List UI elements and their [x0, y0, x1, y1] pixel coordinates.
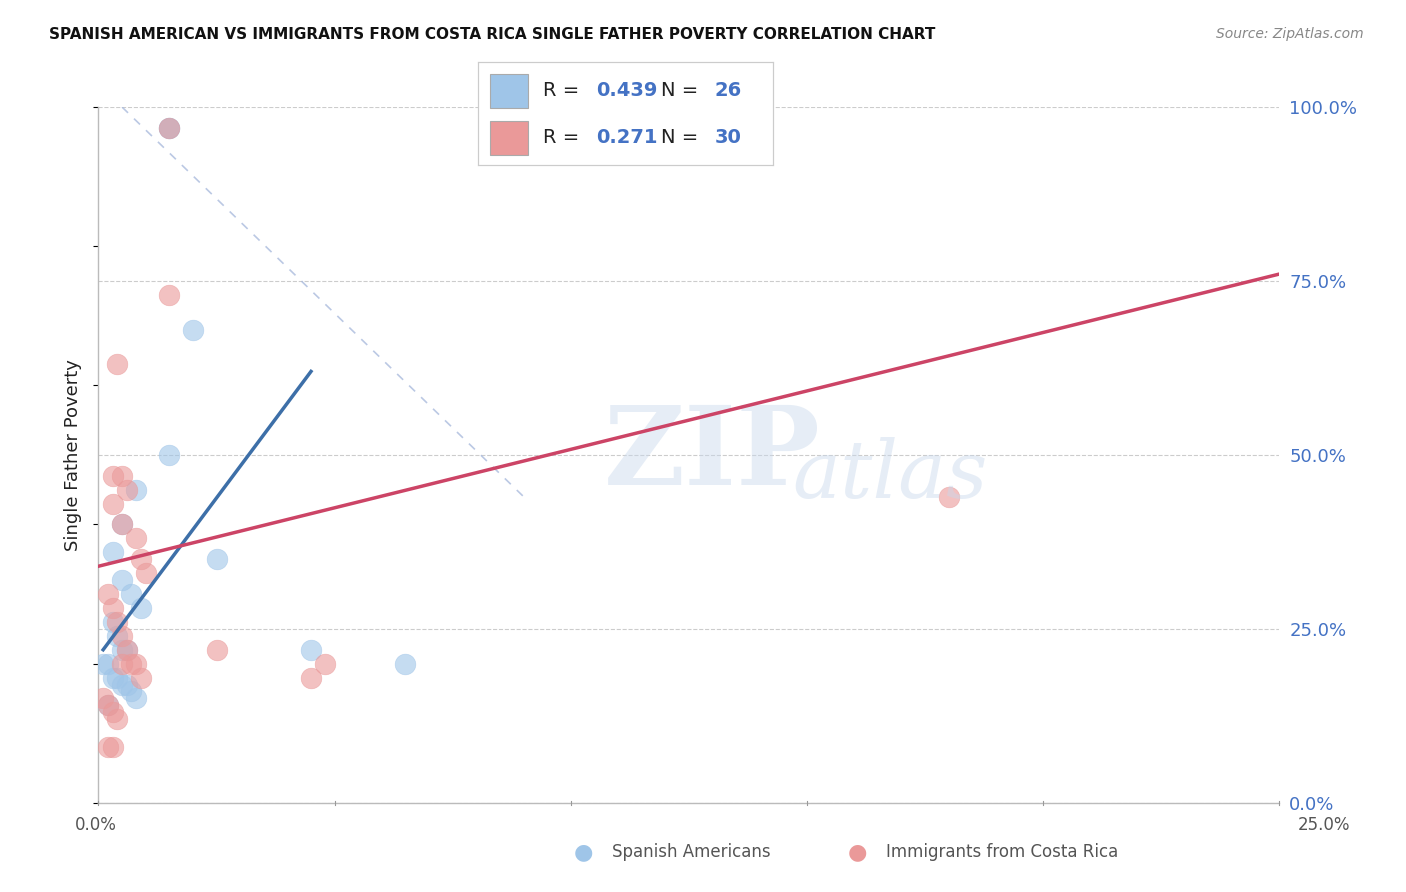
Point — [157, 120, 180, 135]
Point — [121, 684, 143, 698]
Text: 0.271: 0.271 — [596, 128, 658, 147]
Point — [91, 657, 114, 671]
Point — [115, 483, 138, 497]
Point — [299, 671, 322, 685]
Point — [314, 657, 336, 671]
Point — [111, 642, 134, 657]
Text: Spanish Americans: Spanish Americans — [612, 843, 770, 861]
Text: ZIP: ZIP — [605, 401, 821, 508]
Text: R =: R = — [543, 128, 585, 147]
Point — [135, 566, 157, 581]
FancyBboxPatch shape — [489, 121, 529, 155]
Point — [125, 483, 148, 497]
Point — [105, 358, 128, 372]
Text: SPANISH AMERICAN VS IMMIGRANTS FROM COSTA RICA SINGLE FATHER POVERTY CORRELATION: SPANISH AMERICAN VS IMMIGRANTS FROM COST… — [49, 27, 935, 42]
Point — [157, 120, 180, 135]
Y-axis label: Single Father Poverty: Single Father Poverty — [65, 359, 83, 551]
Point — [205, 552, 228, 566]
Point — [105, 712, 128, 726]
Text: ●: ● — [574, 842, 593, 862]
Point — [121, 657, 143, 671]
Point — [101, 740, 124, 755]
Point — [97, 740, 120, 755]
Point — [115, 677, 138, 691]
Point — [129, 671, 152, 685]
Point — [157, 448, 180, 462]
Point — [101, 706, 124, 720]
Point — [205, 642, 228, 657]
Text: Source: ZipAtlas.com: Source: ZipAtlas.com — [1216, 27, 1364, 41]
Point — [938, 490, 960, 504]
Point — [97, 657, 120, 671]
Point — [111, 468, 134, 483]
Text: atlas: atlas — [792, 437, 987, 515]
Point — [181, 323, 204, 337]
Text: Immigrants from Costa Rica: Immigrants from Costa Rica — [886, 843, 1118, 861]
Point — [157, 288, 180, 302]
Point — [101, 497, 124, 511]
Text: ●: ● — [848, 842, 868, 862]
Point — [111, 573, 134, 587]
Point — [91, 691, 114, 706]
Point — [111, 657, 134, 671]
Point — [129, 601, 152, 615]
Text: 0.439: 0.439 — [596, 80, 658, 100]
Point — [111, 517, 134, 532]
Point — [129, 552, 152, 566]
Point — [97, 698, 120, 713]
Point — [157, 120, 180, 135]
Point — [101, 671, 124, 685]
Point — [115, 642, 138, 657]
Point — [111, 517, 134, 532]
Point — [125, 691, 148, 706]
Point — [101, 615, 124, 629]
Point — [115, 642, 138, 657]
Text: 30: 30 — [714, 128, 741, 147]
Point — [111, 677, 134, 691]
FancyBboxPatch shape — [489, 74, 529, 108]
Point — [394, 657, 416, 671]
Point — [111, 629, 134, 643]
Text: N =: N = — [661, 128, 704, 147]
Text: 26: 26 — [714, 80, 741, 100]
Text: N =: N = — [661, 80, 704, 100]
Point — [97, 587, 120, 601]
Point — [299, 642, 322, 657]
Point — [101, 545, 124, 559]
Point — [105, 615, 128, 629]
Text: 25.0%: 25.0% — [1298, 816, 1351, 834]
Text: 0.0%: 0.0% — [75, 816, 117, 834]
Point — [97, 698, 120, 713]
Point — [101, 468, 124, 483]
Point — [125, 657, 148, 671]
Point — [105, 629, 128, 643]
Point — [101, 601, 124, 615]
Point — [125, 532, 148, 546]
Point — [121, 587, 143, 601]
Text: R =: R = — [543, 80, 585, 100]
Point — [105, 671, 128, 685]
